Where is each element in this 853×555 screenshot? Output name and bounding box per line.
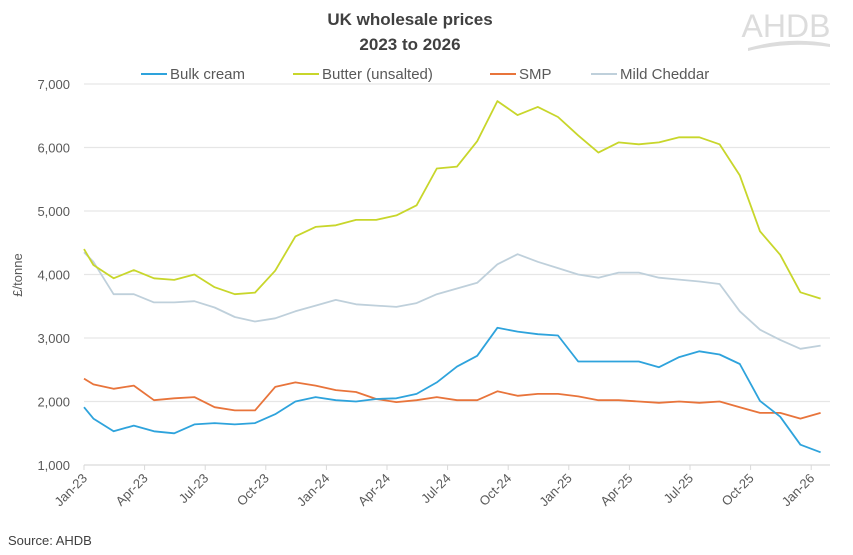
logo-swoosh-icon (748, 40, 830, 51)
chart-title-line-1: UK wholesale prices (327, 10, 492, 29)
x-tick-label: Jan-26 (779, 471, 818, 510)
x-tick-label: Apr-24 (355, 471, 393, 509)
y-tick-label: 4,000 (37, 268, 70, 283)
y-tick-label: 7,000 (37, 77, 70, 92)
ahdb-logo-text: AHDB (742, 8, 831, 44)
x-tick-label: Apr-25 (597, 471, 635, 509)
legend-item: Mild Cheddar (591, 66, 709, 83)
x-tick-label: Apr-23 (113, 471, 151, 509)
y-tick-label: 1,000 (37, 458, 70, 473)
y-tick-label: 6,000 (37, 141, 70, 156)
source-note: Source: AHDB (8, 533, 92, 548)
x-tick-label: Jul-24 (418, 471, 454, 507)
legend-item: SMP (490, 66, 552, 83)
x-tick-label: Oct-23 (234, 471, 272, 509)
x-tick-label: Jan-24 (294, 471, 333, 510)
series-line-bulk-cream (83, 326, 821, 454)
legend-label: SMP (519, 66, 552, 83)
y-tick-label: 5,000 (37, 204, 70, 219)
legend-item: Bulk cream (141, 66, 245, 83)
legend-label: Mild Cheddar (620, 66, 709, 83)
x-tick-label: Jan-25 (536, 471, 575, 510)
series-line-mild-cheddar (83, 251, 821, 350)
series-line-butter-unsalted (83, 100, 821, 300)
y-tick-label: 3,000 (37, 331, 70, 346)
legend-label: Butter (unsalted) (322, 66, 433, 83)
chart-title-line-2: 2023 to 2026 (359, 35, 460, 54)
x-tick-label: Jul-25 (660, 471, 696, 507)
y-tick-label: 2,000 (37, 395, 70, 410)
legend-label: Bulk cream (170, 66, 245, 83)
x-tick-label: Oct-24 (476, 471, 514, 509)
x-tick-label: Jul-23 (176, 471, 212, 507)
x-tick-label: Jan-23 (51, 471, 90, 510)
y-axis-label: £/tonne (10, 253, 25, 296)
x-tick-label: Oct-25 (719, 471, 757, 509)
legend-item: Butter (unsalted) (293, 66, 433, 83)
series-line-smp (83, 377, 821, 420)
logo: AHDB (742, 8, 831, 51)
